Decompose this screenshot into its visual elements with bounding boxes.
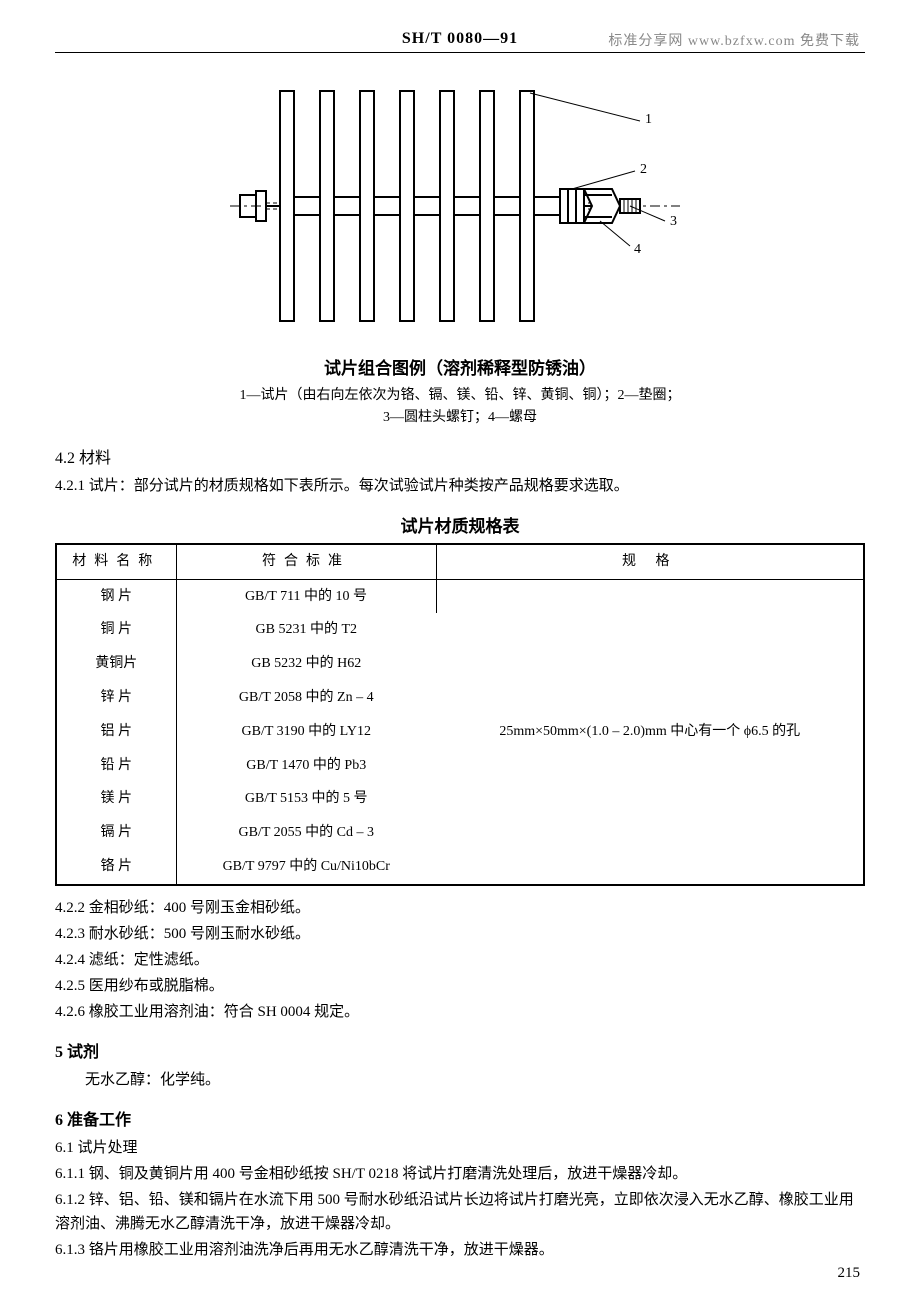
th-material: 材料名称 — [56, 544, 176, 579]
cell-std: GB 5231 中的 T2 — [176, 613, 436, 647]
table-row: 钢 片 GB/T 711 中的 10 号 25mm×50mm×(1.0 – 2.… — [56, 579, 864, 613]
para-4-2-4: 4.2.4 滤纸：定性滤纸。 — [55, 948, 865, 972]
cell-std: GB/T 3190 中的 LY12 — [176, 715, 436, 749]
section-6: 6 准备工作 — [55, 1106, 865, 1130]
header-rule — [55, 52, 865, 53]
para-4-2-3: 4.2.3 耐水砂纸：500 号刚玉耐水砂纸。 — [55, 922, 865, 946]
para-4-2-1: 4.2.1 试片：部分试片的材质规格如下表所示。每次试验试片种类按产品规格要求选… — [55, 474, 865, 498]
para-5-body: 无水乙醇：化学纯。 — [55, 1068, 865, 1092]
cell-std: GB/T 2055 中的 Cd – 3 — [176, 816, 436, 850]
cell-name: 黄铜片 — [56, 647, 176, 681]
cell-name: 铬 片 — [56, 850, 176, 885]
figure-subcaption-1: 1—试片（由右向左依次为铬、镉、镁、铅、锌、黄铜、铜）；2—垫圈； — [55, 385, 865, 407]
cell-name: 铜 片 — [56, 613, 176, 647]
figure-label-1: 1 — [645, 112, 652, 127]
th-standard: 符合标准 — [176, 544, 436, 579]
cell-std: GB/T 711 中的 10 号 — [176, 579, 436, 613]
para-6-1-3: 6.1.3 铬片用橡胶工业用溶剂油洗净后再用无水乙醇清洗干净，放进干燥器。 — [55, 1238, 865, 1262]
cell-name: 铅 片 — [56, 749, 176, 783]
page-number: 215 — [838, 1265, 861, 1282]
section-5: 5 试剂 — [55, 1038, 865, 1062]
figure-assembly-diagram: 1 2 3 4 — [55, 71, 865, 346]
para-6-1-2: 6.1.2 锌、铝、铅、镁和镉片在水流下用 500 号耐水砂纸沿试片长边将试片打… — [55, 1188, 865, 1236]
table-header-row: 材料名称 符合标准 规 格 — [56, 544, 864, 579]
assembly-svg: 1 2 3 4 — [220, 71, 700, 341]
cell-name: 锌 片 — [56, 681, 176, 715]
section-4-2: 4.2 材料 — [55, 444, 865, 468]
cell-std: GB/T 9797 中的 Cu/Ni10bCr — [176, 850, 436, 885]
cell-name: 钢 片 — [56, 579, 176, 613]
para-4-2-5: 4.2.5 医用纱布或脱脂棉。 — [55, 974, 865, 998]
figure-label-4: 4 — [634, 242, 641, 257]
th-spec: 规 格 — [436, 544, 864, 579]
table-title: 试片材质规格表 — [55, 512, 865, 537]
watermark: 标准分享网 www.bzfxw.com 免费下载 — [608, 30, 860, 50]
cell-name: 镉 片 — [56, 816, 176, 850]
cell-spec-merged: 25mm×50mm×(1.0 – 2.0)mm 中心有一个 ϕ6.5 的孔 — [436, 579, 864, 885]
para-4-2-2: 4.2.2 金相砂纸：400 号刚玉金相砂纸。 — [55, 896, 865, 920]
material-spec-table: 材料名称 符合标准 规 格 钢 片 GB/T 711 中的 10 号 25mm×… — [55, 543, 865, 886]
figure-label-2: 2 — [640, 162, 647, 177]
cell-std: GB 5232 中的 H62 — [176, 647, 436, 681]
cell-std: GB/T 2058 中的 Zn – 4 — [176, 681, 436, 715]
cell-name: 镁 片 — [56, 782, 176, 816]
para-6-1-1: 6.1.1 钢、铜及黄铜片用 400 号金相砂纸按 SH/T 0218 将试片打… — [55, 1162, 865, 1186]
cell-std: GB/T 5153 中的 5 号 — [176, 782, 436, 816]
figure-label-3: 3 — [670, 214, 677, 229]
figure-subcaption-2: 3—圆柱头螺钉；4—螺母 — [55, 407, 865, 429]
cell-std: GB/T 1470 中的 Pb3 — [176, 749, 436, 783]
para-6-1: 6.1 试片处理 — [55, 1136, 865, 1160]
para-4-2-6: 4.2.6 橡胶工业用溶剂油：符合 SH 0004 规定。 — [55, 1000, 865, 1024]
cell-name: 铝 片 — [56, 715, 176, 749]
figure-caption: 试片组合图例（溶剂稀释型防锈油） — [55, 354, 865, 379]
